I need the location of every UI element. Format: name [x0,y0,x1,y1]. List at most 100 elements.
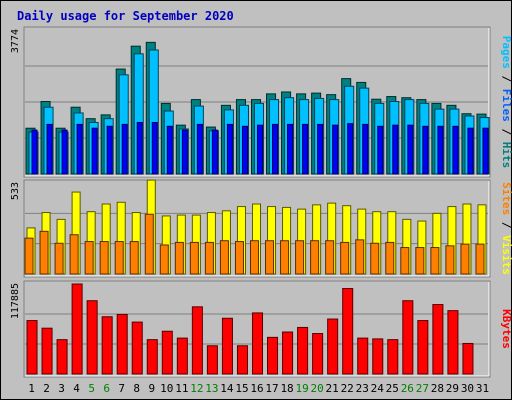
x-tick-label: 28 [431,382,444,395]
bar-kbytes-day-29 [447,310,459,375]
x-tick-label: 30 [461,382,474,395]
side-legend: Sites / Visits [500,182,512,275]
bar-pages-day-3 [61,129,68,175]
bar-kbytes-day-11 [176,337,188,375]
x-tick-label: 7 [118,382,125,395]
bar-sites-day-10 [159,244,169,275]
bar-sites-day-12 [189,241,199,275]
bar-sites-day-18 [280,240,290,275]
bar-pages-day-14 [226,123,233,175]
x-tick-label: 18 [280,382,293,395]
bar-kbytes-day-21 [327,318,339,375]
bar-sites-day-23 [355,239,365,275]
panel-visits-sites: 533 Sites / Visits [10,179,512,278]
bar-pages-day-15 [241,125,248,175]
bar-pages-day-28 [437,125,444,175]
x-tick-label: 9 [148,382,155,395]
bar-sites-day-9 [144,213,154,275]
legend-entry: Files [500,89,512,122]
x-tick-label: 31 [476,382,489,395]
bar-sites-day-7 [114,241,124,275]
bar-kbytes-day-28 [432,304,444,375]
bar-pages-day-23 [362,123,369,175]
bar-kbytes-day-4 [71,283,83,375]
bar-pages-day-19 [302,123,309,175]
x-tick-label: 5 [88,382,95,395]
bar-pages-day-25 [392,124,399,175]
bar-pages-day-21 [332,124,339,175]
panel-hits-files-pages: 3774 Pages / Files / Hits [10,26,512,178]
bar-sites-day-3 [54,242,64,275]
bar-kbytes-day-27 [417,320,429,375]
bar-pages-day-16 [256,124,264,175]
bar-pages-day-6 [106,125,113,175]
bar-pages-day-8 [136,121,143,175]
bar-kbytes-day-17 [267,336,279,375]
bar-kbytes-day-12 [191,306,203,375]
bar-kbytes-day-16 [251,312,264,375]
bar-kbytes-day-9 [146,339,158,375]
legend-entry: KBytes [500,309,512,349]
bar-pages-day-30 [467,127,474,175]
bar-pages-day-12 [196,123,203,175]
bar-kbytes-day-2 [41,327,53,375]
legend-entry: / [500,215,512,235]
side-legend: KBytes [500,309,512,349]
y-max-label: 117885 [10,283,21,319]
bar-pages-day-27 [422,125,429,175]
bar-kbytes-day-19 [297,326,309,375]
bar-sites-day-5 [84,241,94,275]
bar-pages-day-11 [181,129,188,175]
bar-pages-day-2 [46,123,53,175]
x-tick-label: 13 [205,382,218,395]
bar-sites-day-21 [325,240,335,275]
x-tick-label: 22 [341,382,354,395]
bar-kbytes-day-13 [206,345,218,375]
bar-kbytes-day-6 [101,316,113,375]
bar-sites-day-20 [310,240,320,275]
x-tick-label: 4 [73,382,80,395]
bar-kbytes-day-3 [56,339,68,375]
bar-pages-day-10 [166,125,173,175]
bar-kbytes-day-18 [282,331,294,375]
bar-pages-day-29 [452,125,459,175]
bar-sites-day-14 [219,240,229,275]
bar-sites-day-28 [430,247,440,275]
y-max-label: 533 [10,182,21,200]
bar-kbytes-day-22 [342,287,354,375]
bar-sites-day-17 [265,240,275,275]
bar-sites-day-25 [385,241,395,275]
bar-sites-day-30 [460,243,470,275]
bar-pages-day-18 [287,123,294,175]
bar-sites-day-6 [99,241,109,275]
x-tick-label: 26 [401,382,414,395]
bar-sites-day-8 [129,241,139,275]
bar-sites-day-26 [400,247,410,275]
chart-panels: 3774 Pages / Files / Hits 533 Sites / Visit… [10,26,512,378]
bar-kbytes-day-8 [131,321,143,375]
bar-kbytes-day-15 [236,345,248,375]
bar-kbytes-day-7 [116,313,128,375]
bar-kbytes-day-1 [26,320,38,375]
bar-pages-day-9 [151,121,158,175]
x-tick-label: 10 [160,382,173,395]
x-tick-label: 15 [235,382,248,395]
x-tick-label: 17 [265,382,278,395]
bar-pages-day-20 [317,123,324,175]
panel-kbytes: 117885 KBytes [10,280,512,378]
x-tick-label: 1 [28,382,35,395]
bar-sites-day-31 [475,243,485,275]
x-tick-label: 3 [58,382,65,395]
x-tick-label: 25 [386,382,399,395]
bar-sites-day-2 [39,230,49,275]
bar-sites-day-1 [24,237,34,275]
bar-pages-day-1 [31,129,38,175]
bar-kbytes-day-24 [372,338,384,375]
bar-sites-day-4 [69,234,79,275]
bar-pages-day-26 [407,124,414,175]
legend-entry: / [500,69,512,89]
x-tick-label: 21 [326,382,339,395]
legend-entry: / [500,122,512,142]
bar-sites-day-24 [370,242,380,275]
bar-pages-day-31 [482,127,489,175]
